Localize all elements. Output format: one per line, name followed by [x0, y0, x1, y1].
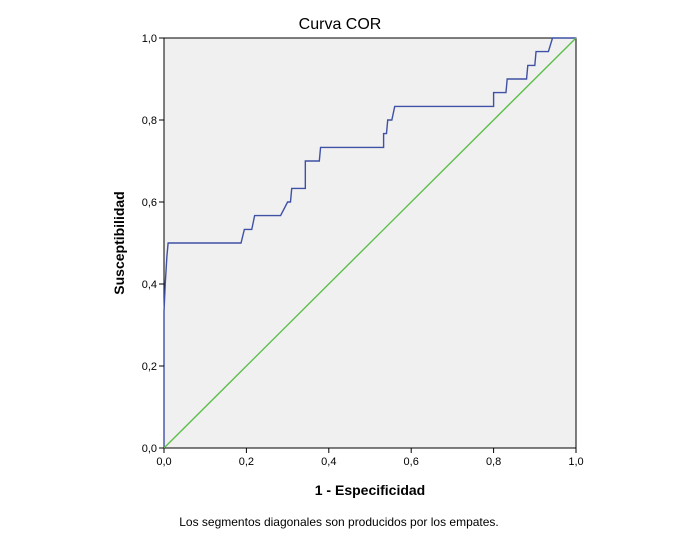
x-tick-label: 0,8: [486, 456, 501, 468]
x-tick-label: 0,4: [321, 456, 336, 468]
y-tick-label: 0,0: [142, 443, 157, 455]
y-tick-label: 1,0: [142, 33, 157, 45]
x-tick-label: 0,6: [404, 456, 419, 468]
x-axis-label: 1 - Especificidad: [315, 482, 425, 498]
y-tick-label: 0,4: [142, 279, 157, 291]
series-layer: [163, 37, 577, 449]
y-tick-label: 0,2: [142, 361, 157, 373]
roc-curve-line: [163, 37, 576, 448]
x-tick-label: 1,0: [568, 456, 583, 468]
axis-layer: 0,0 0,2 0,4 0,6 0,8 1,0 0,0 0,2 0,4 0,6 0,8 1,0: [142, 33, 584, 468]
reference-diagonal-line: [163, 37, 577, 449]
y-tick-label: 0,8: [142, 115, 157, 127]
x-tick-label: 0,0: [156, 456, 171, 468]
chart-title: Curva COR: [299, 16, 382, 33]
footnote: Los segmentos diagonales son producidos …: [179, 515, 499, 529]
y-tick-label: 0,6: [142, 197, 157, 209]
x-tick-label: 0,2: [239, 456, 254, 468]
y-axis-label: Susceptibilidad: [111, 191, 127, 294]
